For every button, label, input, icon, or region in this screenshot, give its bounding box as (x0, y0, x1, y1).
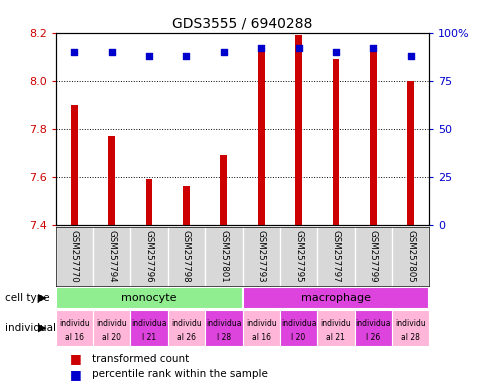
Text: individua: individua (355, 319, 390, 328)
Text: macrophage: macrophage (300, 293, 370, 303)
Text: GSM257795: GSM257795 (293, 230, 302, 283)
Bar (167, 310, 205, 346)
Text: al 26: al 26 (177, 333, 196, 342)
Point (219, 49, 227, 55)
Text: individu: individu (59, 319, 90, 328)
Bar (242, 287, 428, 309)
Bar (146, 179, 152, 225)
Point (107, 49, 115, 55)
Text: GSM257798: GSM257798 (182, 230, 191, 283)
Text: l 26: l 26 (365, 333, 379, 342)
Bar (295, 35, 301, 225)
Bar (205, 310, 242, 346)
Text: GSM257793: GSM257793 (256, 230, 265, 283)
Bar (317, 310, 354, 346)
Text: individu: individu (394, 319, 425, 328)
Bar (56, 287, 242, 309)
Text: GSM257797: GSM257797 (331, 230, 340, 283)
Text: individu: individu (96, 319, 127, 328)
Text: GSM257770: GSM257770 (70, 230, 79, 283)
Text: al 16: al 16 (251, 333, 270, 342)
Bar (332, 59, 338, 225)
Bar (130, 310, 167, 346)
Bar (108, 136, 115, 225)
Text: al 16: al 16 (65, 333, 84, 342)
Point (257, 45, 265, 51)
Text: individu: individu (245, 319, 276, 328)
Text: GSM257799: GSM257799 (368, 230, 377, 283)
Point (145, 53, 153, 59)
Point (182, 53, 190, 59)
Bar (257, 45, 264, 225)
Bar (93, 310, 130, 346)
Text: al 20: al 20 (102, 333, 121, 342)
Bar (354, 310, 391, 346)
Text: ▶: ▶ (38, 293, 47, 303)
Text: individual: individual (5, 323, 56, 333)
Bar (56, 310, 93, 346)
Bar (71, 105, 77, 225)
Text: l 20: l 20 (291, 333, 305, 342)
Bar (183, 186, 189, 225)
Point (406, 53, 413, 59)
Text: individu: individu (320, 319, 350, 328)
Text: GSM257794: GSM257794 (107, 230, 116, 283)
Text: ■: ■ (70, 368, 82, 381)
Text: ■: ■ (70, 353, 82, 366)
Point (331, 49, 339, 55)
Bar (220, 155, 227, 225)
Text: l 28: l 28 (216, 333, 230, 342)
Text: transformed count: transformed count (92, 354, 189, 364)
Text: al 21: al 21 (326, 333, 345, 342)
Text: percentile rank within the sample: percentile rank within the sample (92, 369, 268, 379)
Text: monocyte: monocyte (121, 293, 177, 303)
Text: cell type: cell type (5, 293, 49, 303)
Text: individua: individua (280, 319, 316, 328)
Text: al 28: al 28 (400, 333, 419, 342)
Bar (407, 81, 413, 225)
Text: ▶: ▶ (38, 323, 47, 333)
Bar (391, 310, 428, 346)
Text: individu: individu (171, 319, 201, 328)
Point (294, 45, 302, 51)
Bar (242, 310, 279, 346)
Text: individua: individua (206, 319, 241, 328)
Text: individua: individua (131, 319, 166, 328)
Text: GSM257805: GSM257805 (405, 230, 414, 283)
Point (71, 49, 78, 55)
Point (369, 45, 377, 51)
Bar (279, 310, 317, 346)
Bar (369, 45, 376, 225)
Text: l 21: l 21 (142, 333, 156, 342)
Title: GDS3555 / 6940288: GDS3555 / 6940288 (172, 16, 312, 30)
Text: GSM257796: GSM257796 (144, 230, 153, 283)
Text: GSM257801: GSM257801 (219, 230, 228, 283)
